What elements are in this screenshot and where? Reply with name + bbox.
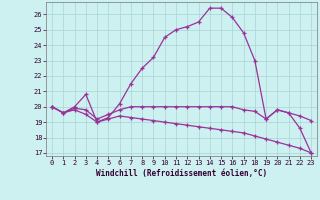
- X-axis label: Windchill (Refroidissement éolien,°C): Windchill (Refroidissement éolien,°C): [96, 169, 267, 178]
